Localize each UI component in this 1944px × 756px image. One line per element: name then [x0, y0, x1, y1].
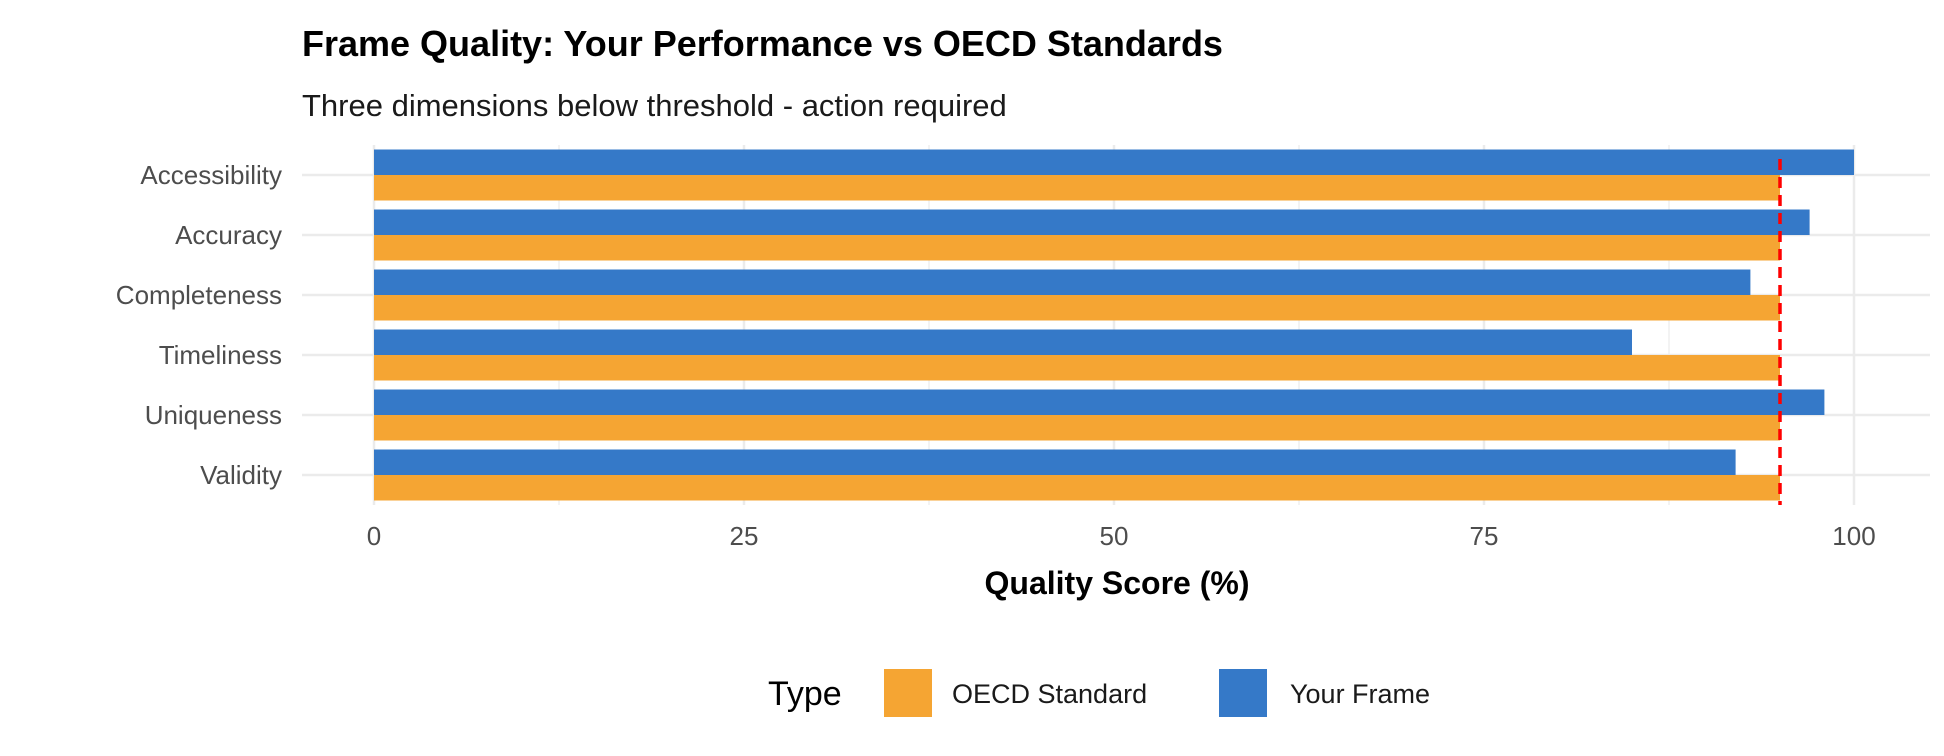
chart-subtitle: Three dimensions below threshold - actio… [302, 88, 1007, 123]
y-tick-label-uniqueness: Uniqueness [145, 400, 282, 430]
x-axis-tick-labels: 0 25 50 75 100 [367, 521, 1876, 551]
bars [374, 149, 1854, 501]
bar-your-frame-uniqueness [374, 389, 1825, 415]
chart-title: Frame Quality: Your Performance vs OECD … [302, 23, 1223, 64]
y-tick-label-validity: Validity [200, 460, 282, 490]
legend-swatch-oecd-standard [884, 669, 932, 717]
x-tick-label-0: 0 [367, 521, 381, 551]
bar-oecd-standard-accuracy [374, 235, 1780, 261]
legend-swatch-your-frame [1219, 669, 1267, 717]
bar-oecd-standard-accessibility [374, 175, 1780, 201]
legend-label-oecd-standard: OECD Standard [952, 679, 1147, 709]
bar-oecd-standard-completeness [374, 295, 1780, 321]
y-tick-label-timeliness: Timeliness [159, 340, 282, 370]
bar-your-frame-timeliness [374, 329, 1632, 355]
legend-title: Type [768, 675, 842, 713]
x-tick-label-25: 25 [730, 521, 759, 551]
y-tick-label-accessibility: Accessibility [140, 160, 282, 190]
bar-your-frame-accuracy [374, 209, 1810, 235]
x-tick-label-100: 100 [1832, 521, 1875, 551]
bar-your-frame-accessibility [374, 149, 1854, 175]
y-tick-label-accuracy: Accuracy [175, 220, 282, 250]
x-axis-title: Quality Score (%) [985, 565, 1250, 601]
y-tick-label-completeness: Completeness [116, 280, 282, 310]
bar-oecd-standard-uniqueness [374, 415, 1780, 441]
y-axis-tick-labels: Validity Uniqueness Timeliness Completeness… [116, 160, 282, 490]
legend-label-your-frame: Your Frame [1290, 679, 1430, 709]
x-tick-label-75: 75 [1470, 521, 1499, 551]
bar-your-frame-completeness [374, 269, 1751, 295]
bar-your-frame-validity [374, 449, 1736, 475]
legend: Type OECD Standard Your Frame [768, 669, 1430, 717]
bar-oecd-standard-validity [374, 475, 1780, 501]
x-tick-label-50: 50 [1100, 521, 1129, 551]
bar-oecd-standard-timeliness [374, 355, 1780, 381]
